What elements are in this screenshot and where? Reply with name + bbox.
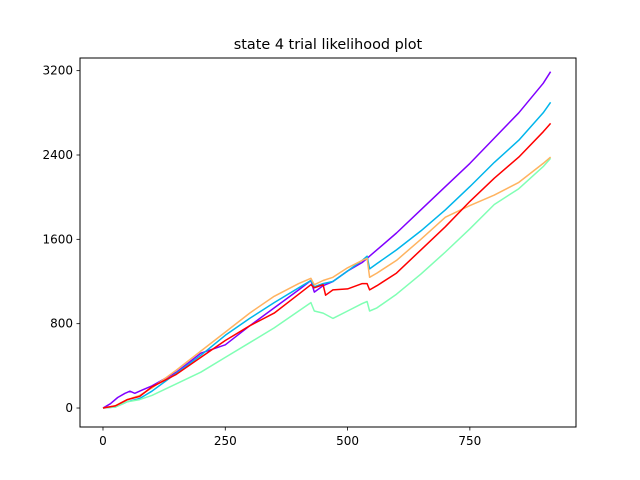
y-tick-label: 1600 (42, 232, 73, 246)
series-line-5 (102, 122, 552, 409)
x-tick-label: 500 (336, 434, 359, 448)
series-line-3 (102, 157, 552, 409)
x-tick-label: 250 (214, 434, 237, 448)
y-axis-ticks: 0 800 1600 2400 3200 (42, 64, 80, 415)
y-tick-label: 3200 (42, 64, 73, 78)
series-line-4 (102, 156, 552, 409)
x-axis-ticks: 0 250 500 750 (99, 427, 481, 448)
y-tick-label: 2400 (42, 148, 73, 162)
chart-title: state 4 trial likelihood plot (234, 37, 423, 53)
series-layer (102, 71, 552, 409)
x-tick-label: 0 (99, 434, 107, 448)
series-line-2 (102, 101, 552, 409)
plot-frame (79, 57, 577, 428)
x-tick-label: 750 (458, 434, 481, 448)
y-tick-label: 0 (65, 401, 73, 415)
y-tick-label: 800 (50, 317, 73, 331)
